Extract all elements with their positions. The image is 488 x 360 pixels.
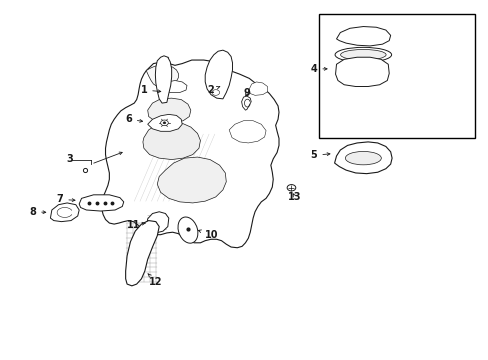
- Polygon shape: [102, 60, 279, 248]
- Polygon shape: [157, 157, 226, 203]
- Polygon shape: [147, 114, 182, 131]
- Polygon shape: [50, 203, 79, 222]
- Text: 7: 7: [57, 194, 75, 204]
- Text: 1: 1: [140, 85, 161, 95]
- Text: 10: 10: [198, 230, 218, 240]
- Polygon shape: [146, 212, 168, 233]
- Polygon shape: [335, 57, 388, 86]
- Polygon shape: [147, 98, 190, 123]
- Text: 13: 13: [287, 192, 301, 202]
- Polygon shape: [249, 82, 267, 95]
- Text: 9: 9: [243, 87, 250, 98]
- Text: 6: 6: [125, 114, 142, 124]
- Polygon shape: [336, 27, 390, 46]
- Ellipse shape: [340, 49, 386, 60]
- Polygon shape: [142, 122, 200, 159]
- Polygon shape: [334, 142, 391, 174]
- Polygon shape: [229, 121, 265, 143]
- Polygon shape: [205, 50, 232, 99]
- Polygon shape: [125, 221, 159, 286]
- Ellipse shape: [334, 48, 391, 62]
- Text: 4: 4: [310, 64, 326, 74]
- Text: 12: 12: [148, 274, 163, 287]
- Text: 5: 5: [310, 150, 329, 160]
- Circle shape: [160, 120, 168, 126]
- Text: 2: 2: [207, 85, 220, 95]
- Text: 3: 3: [66, 154, 73, 164]
- Circle shape: [286, 185, 295, 191]
- Bar: [318, 14, 473, 138]
- Polygon shape: [146, 65, 178, 87]
- Polygon shape: [163, 81, 186, 93]
- Text: 11: 11: [126, 220, 145, 230]
- Text: 8: 8: [29, 207, 46, 217]
- Circle shape: [211, 90, 219, 95]
- Ellipse shape: [178, 217, 198, 243]
- Circle shape: [163, 122, 165, 124]
- Polygon shape: [79, 195, 123, 211]
- Polygon shape: [155, 56, 171, 103]
- Ellipse shape: [345, 152, 381, 165]
- Polygon shape: [241, 96, 251, 110]
